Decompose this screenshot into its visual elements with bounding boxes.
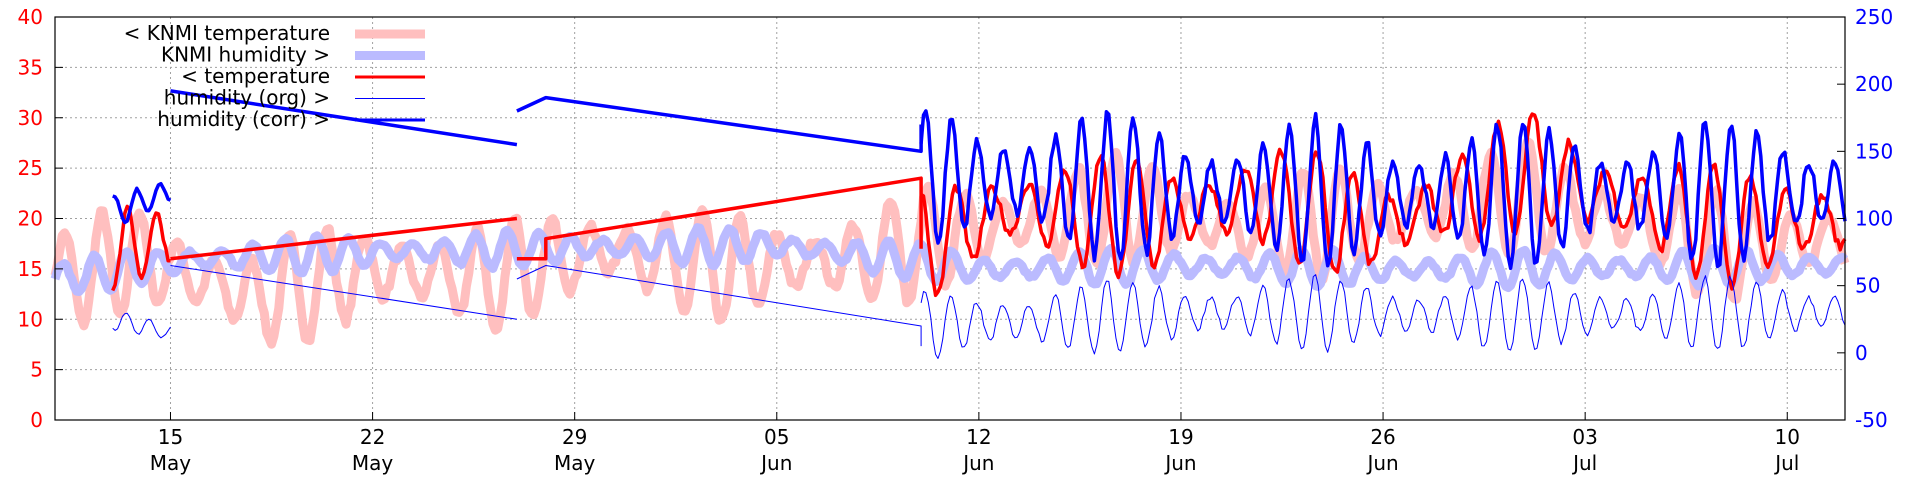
left-y-axis: 0 5 10 15 20 25 30 35 40 <box>18 5 63 432</box>
x-tick-day: 26 <box>1370 425 1395 449</box>
series-1 <box>50 137 1850 349</box>
left-tick-label: 25 <box>18 156 43 180</box>
left-tick-label: 15 <box>18 257 43 281</box>
x-tick-month: May <box>352 451 394 475</box>
x-tick-month: Jun <box>961 451 994 475</box>
x-tick-day: 12 <box>966 425 991 449</box>
x-tick-day: 05 <box>764 425 789 449</box>
legend-label: KNMI humidity > <box>161 43 330 67</box>
series-line <box>50 137 1850 349</box>
series-line-segment <box>920 274 1846 359</box>
x-axis: 15May22May29May05Jun12Jun19Jun26Jun03Jul… <box>150 412 1800 475</box>
x-tick-day: 22 <box>360 425 385 449</box>
x-tick-day: 29 <box>562 425 587 449</box>
legend-label: humidity (corr) > <box>157 107 330 131</box>
left-tick-label: 5 <box>30 358 43 382</box>
right-tick-label: 100 <box>1855 207 1893 231</box>
x-tick-month: Jun <box>1365 451 1398 475</box>
x-tick-month: Jul <box>1773 451 1799 475</box>
plot-area <box>50 89 1850 359</box>
x-tick-month: Jul <box>1571 451 1597 475</box>
x-tick-month: May <box>554 451 596 475</box>
series-line-segment <box>170 89 518 147</box>
left-tick-label: 20 <box>18 207 43 231</box>
legend-label: humidity (org) > <box>164 86 330 110</box>
legend-label: < KNMI temperature <box>124 21 330 45</box>
right-y-axis: -50 0 50 100 150 200 250 <box>1837 5 1893 432</box>
right-tick-label: 250 <box>1855 5 1893 29</box>
series-line-segment <box>112 312 171 339</box>
x-tick-month: Jun <box>1163 451 1196 475</box>
series-line-segment <box>170 265 517 320</box>
right-tick-label: -50 <box>1855 408 1888 432</box>
right-tick-label: 0 <box>1855 341 1868 365</box>
series-2 <box>50 223 1849 296</box>
series-line-segment <box>112 181 172 225</box>
right-tick-label: 50 <box>1855 274 1880 298</box>
series-5 <box>112 89 1847 271</box>
series-line-segment <box>919 109 1847 271</box>
x-tick-month: Jun <box>759 451 792 475</box>
x-tick-day: 03 <box>1572 425 1597 449</box>
series-line-segment <box>516 95 923 154</box>
series-line-segment <box>170 216 518 261</box>
series-line-segment <box>516 176 923 261</box>
series-line <box>50 223 1849 296</box>
x-tick-month: May <box>150 451 192 475</box>
x-tick-day: 19 <box>1168 425 1193 449</box>
right-tick-label: 150 <box>1855 139 1893 163</box>
left-tick-label: 10 <box>18 307 43 331</box>
left-tick-label: 35 <box>18 55 43 79</box>
right-tick-label: 200 <box>1855 72 1893 96</box>
x-tick-day: 15 <box>158 425 183 449</box>
series-4 <box>112 265 1846 359</box>
series-line-segment <box>516 265 922 347</box>
x-tick-day: 10 <box>1775 425 1800 449</box>
series-line-segment <box>111 204 171 292</box>
left-tick-label: 40 <box>18 5 43 29</box>
left-tick-label: 0 <box>30 408 43 432</box>
left-tick-label: 30 <box>18 106 43 130</box>
legend-label: < temperature <box>181 64 330 88</box>
